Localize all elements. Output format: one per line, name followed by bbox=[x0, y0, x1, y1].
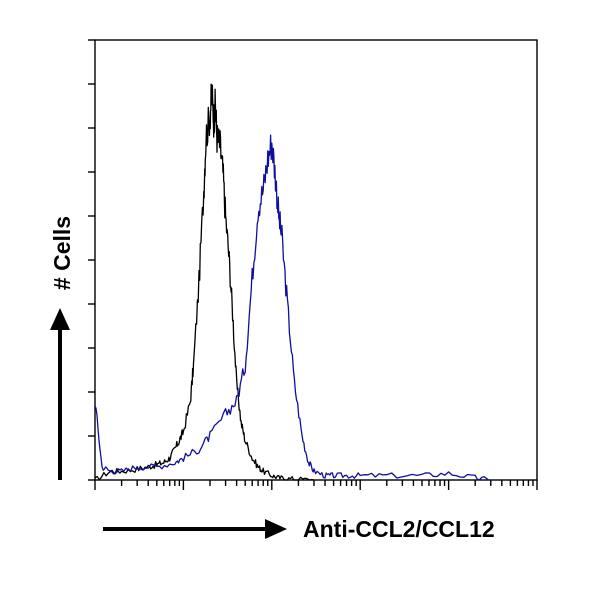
plot-frame bbox=[94, 39, 538, 481]
axis-ticks bbox=[88, 39, 538, 490]
y-axis-arrow-head bbox=[50, 308, 70, 330]
y-axis-label: # Cells bbox=[49, 216, 75, 290]
series-lines bbox=[94, 83, 491, 481]
x-axis-label: Anti-CCL2/CCL12 bbox=[303, 516, 495, 542]
antibody-series-line bbox=[94, 134, 491, 481]
control-series-line bbox=[94, 83, 315, 481]
x-axis-arrow-head bbox=[265, 519, 287, 539]
